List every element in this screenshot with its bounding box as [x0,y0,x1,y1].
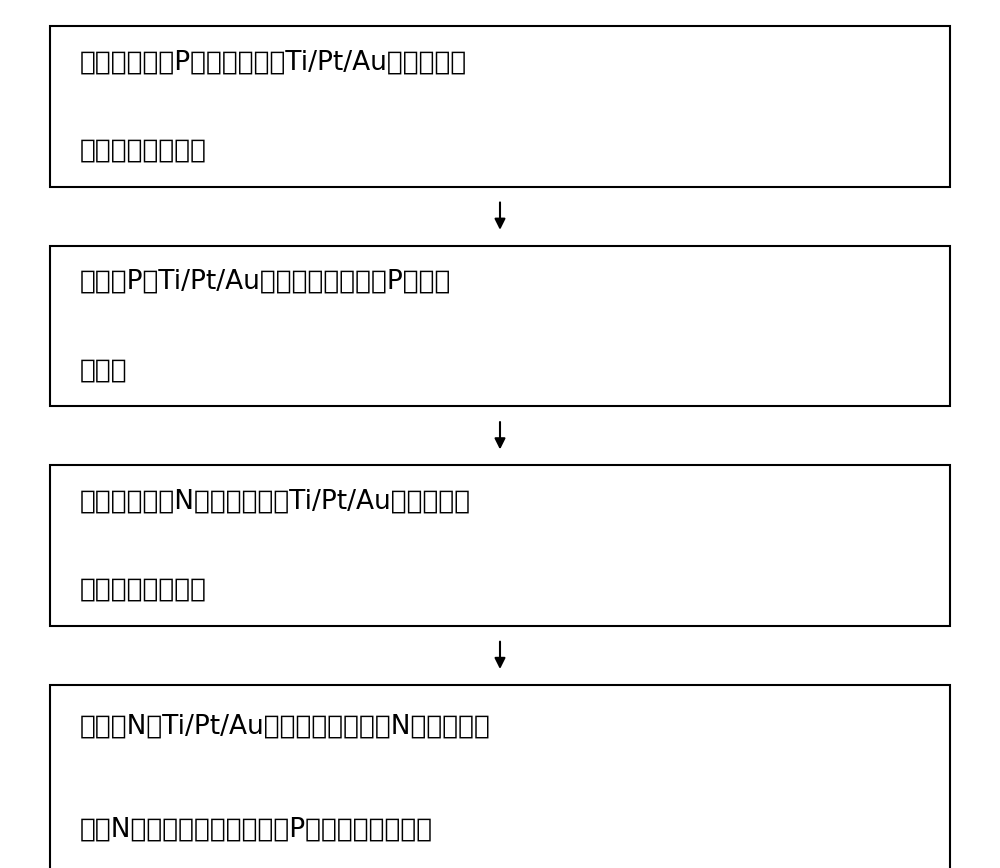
Text: 火，N面合金化退火温度低于P面合金化退火温度: 火，N面合金化退火温度低于P面合金化退火温度 [80,817,433,843]
FancyBboxPatch shape [50,685,950,868]
Text: 叠层欧姆接触电极: 叠层欧姆接触电极 [80,137,207,163]
Text: 在光通信芯片N面制作依次为Ti/Pt/Au单质金属的: 在光通信芯片N面制作依次为Ti/Pt/Au单质金属的 [80,489,471,515]
FancyBboxPatch shape [50,246,950,406]
Text: 在光通信芯片P面制作依次为Ti/Pt/Au单质金属的: 在光通信芯片P面制作依次为Ti/Pt/Au单质金属的 [80,49,467,76]
FancyBboxPatch shape [50,26,950,187]
Text: 叠层欧姆接触电极: 叠层欧姆接触电极 [80,576,207,602]
Text: 化退火: 化退火 [80,357,128,383]
Text: 对上述N面Ti/Pt/Au欧姆接触电极进行N面合金化退: 对上述N面Ti/Pt/Au欧姆接触电极进行N面合金化退 [80,713,491,740]
Text: 对上述P面Ti/Pt/Au欧姆接触电极进行P面合金: 对上述P面Ti/Pt/Au欧姆接触电极进行P面合金 [80,269,451,295]
FancyBboxPatch shape [50,465,950,626]
